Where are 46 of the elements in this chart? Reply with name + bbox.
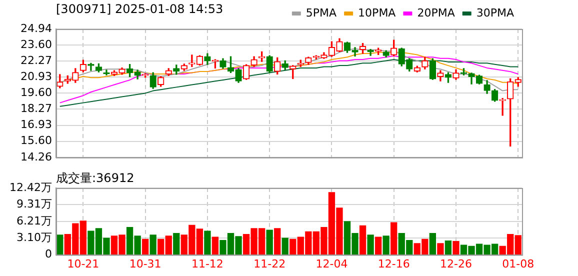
y-tick-label: 14.26 <box>20 150 52 164</box>
y-tick-label: 15.60 <box>20 134 52 148</box>
x-tick-label: 01-08 <box>502 257 534 270</box>
bar <box>382 236 390 255</box>
y-tick-label: 12.42万 <box>10 180 52 194</box>
bar <box>142 238 149 255</box>
bar <box>212 236 219 255</box>
bar <box>452 241 460 255</box>
y-tick-label: 24.94 <box>20 22 52 35</box>
bar <box>56 234 64 255</box>
legend-label: 30PMA <box>476 6 514 20</box>
y-tick-label: 3.10万 <box>16 230 52 244</box>
chart-title: 成交量:36912 <box>56 170 134 187</box>
legend-label: 20PMA <box>417 6 456 20</box>
bar <box>150 234 156 255</box>
chart-title: [300971] 2025-01-08 14:53 <box>56 2 224 16</box>
y-tick-label: 16.93 <box>20 118 52 132</box>
bar <box>266 230 273 255</box>
legend-label: 10PMA <box>358 6 396 20</box>
bar <box>282 238 288 255</box>
bar <box>390 222 398 255</box>
y-tick-label: 9.31万 <box>16 198 52 211</box>
y-tick-label: 23.60 <box>20 38 52 51</box>
bar <box>437 243 444 255</box>
bar <box>173 232 180 255</box>
bar <box>429 232 436 255</box>
bar <box>374 236 382 255</box>
y-tick-label: 18.27 <box>20 102 52 116</box>
y-tick-label: 0 <box>45 248 52 261</box>
x-tick-label: 11-12 <box>191 257 224 270</box>
legend-label: 5PMA <box>306 6 338 20</box>
bar <box>359 225 366 255</box>
bar <box>204 230 211 255</box>
y-tick-label: 20.93 <box>20 70 52 84</box>
y-tick-label: 19.60 <box>20 86 52 100</box>
x-tick-label: 12-04 <box>316 257 348 270</box>
bar <box>444 240 452 255</box>
x-tick-label: 12-16 <box>378 257 410 270</box>
y-tick-label: 6.21万 <box>16 214 52 228</box>
bar <box>274 228 281 255</box>
x-tick-label: 11-22 <box>254 257 286 270</box>
x-tick-label: 10-21 <box>67 257 100 270</box>
y-tick-label: 22.27 <box>20 54 52 67</box>
x-tick-label: 10-31 <box>129 257 162 270</box>
x-tick-label: 12-26 <box>440 257 472 270</box>
bar <box>367 234 374 255</box>
